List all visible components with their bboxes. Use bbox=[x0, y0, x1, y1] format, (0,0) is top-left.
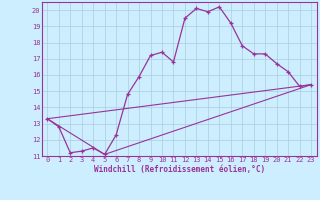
X-axis label: Windchill (Refroidissement éolien,°C): Windchill (Refroidissement éolien,°C) bbox=[94, 165, 265, 174]
